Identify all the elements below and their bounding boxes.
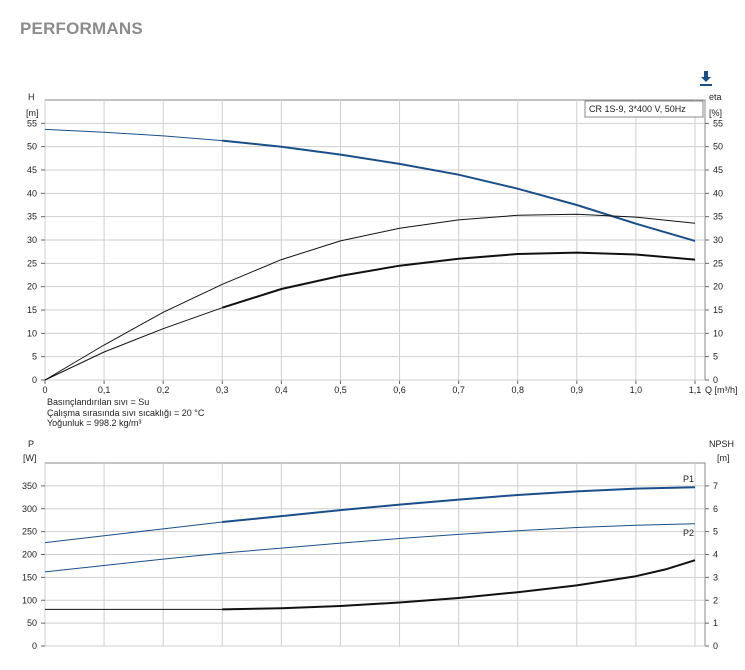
y-tick-label-right: 3 [713,572,718,582]
x-tick-label: 0,3 [216,385,229,395]
y-tick-label-right: 20 [713,282,723,292]
x-tick-label: 1,1 [689,385,702,395]
y-tick-label-left: 55 [27,118,37,128]
y-tick-label-right: 35 [713,212,723,222]
y-tick-label-right: 55 [713,118,723,128]
npsh-curve [45,559,696,610]
x-tick-label: 0,9 [571,385,584,395]
y-tick-label-left: 10 [27,328,37,338]
head-efficiency-chart: 0 0,1 0,2 0,3 0,4 0,5 0,6 0,7 0,8 0,9 1,0 1,10 05 510… [26,92,738,395]
download-arrow-icon[interactable] [698,70,714,88]
y-tick-label-left: 5 [32,352,37,362]
y-axis-unit-right: [%] [709,108,722,118]
head-operating-curve [222,139,696,242]
x-tick-label: 0 [42,385,47,395]
x-tick-label: 0,7 [452,385,465,395]
x-tick-label: 0,4 [275,385,288,395]
page-title: PERFORMANS [20,19,143,38]
efficiency-total-curve [44,213,696,381]
power-p2-label: P2 [683,528,694,538]
y-tick-label-right: 30 [713,235,723,245]
y-tick-label-left: 300 [22,504,37,514]
legend-label: CR 1S-9, 3*400 V, 50Hz [589,104,686,114]
power-p1-curve [44,486,696,544]
power-p1-label: P1 [683,474,694,484]
x-tick-label: 0,2 [157,385,170,395]
y-tick-label-right: 45 [713,165,723,175]
y-tick-label-right: 25 [713,258,723,268]
fluid-temperature: Çalışma sırasında sıvı sıcaklığı = 20 °C [47,407,205,418]
y-axis-unit-left: [m] [26,108,39,118]
y-tick-label-left: 150 [22,572,37,582]
y-tick-label-left: 250 [22,527,37,537]
x-tick-label: 0,6 [393,385,406,395]
fluid-density: Yoğunluk = 998.2 kg/m³ [47,418,142,428]
y-tick-label-left: 100 [22,595,37,605]
fluid-liquid: Basınçlandırılan sıvı = Su [47,397,150,407]
y-tick-label-left: 40 [27,188,37,198]
y-tick-label-right: 2 [713,595,718,605]
y-tick-label-right: 0 [713,641,718,651]
y-tick-label-right: 0 [713,375,718,385]
y-tick-label-right: 5 [713,527,718,537]
fluid-info: Basınçlandırılan sıvı = Su Çalışma sıras… [47,397,204,429]
y-tick-label-right: 50 [713,142,723,152]
legend: CR 1S-9, 3*400 V, 50Hz [584,100,704,118]
power-npsh-chart: 0 50 100 150 200 250 300 350 0 1 2 3 4 5 6 7 P [W] NPSH [m]… [22,439,734,651]
y-tick-label-left: 35 [27,212,37,222]
x-tick-label: 0,5 [334,385,347,395]
y-tick-label-left: 25 [27,258,37,268]
efficiency-pump-operating-curve [221,251,696,309]
y-tick-label-left: 50 [27,618,37,628]
y-tick-label-right: 1 [713,618,718,628]
y-axis-label-right: eta [709,92,722,102]
y-tick-label-right: 7 [713,481,718,491]
y-tick-label-right: 5 [713,352,718,362]
y-tick-label-left: 50 [27,142,37,152]
y-tick-label-left: 30 [27,235,37,245]
y-axis-label-left: P [28,439,34,449]
x-tick-label: 1,0 [630,385,643,395]
y-tick-label-left: 0 [32,375,37,385]
head-curve [44,128,696,242]
y-tick-label-left: 20 [27,282,37,292]
y-tick-label-left: 45 [27,165,37,175]
y-tick-label-right: 6 [713,504,718,514]
x-axis-label: Q [m³/h] [705,385,738,395]
x-tick-label: 0,1 [98,385,111,395]
y-tick-label-left: 200 [22,550,37,560]
y-tick-label-right: 40 [713,188,723,198]
y-tick-label-right: 4 [713,550,718,560]
y-tick-label-left: 15 [27,305,37,315]
y-tick-label-left: 350 [22,481,37,491]
npsh-operating-curve [222,559,696,611]
y-tick-label-right: 15 [713,305,723,315]
y-axis-label-left: H [28,92,35,102]
y-axis-label-right: NPSH [709,439,734,449]
y-tick-label-left: 0 [32,641,37,651]
x-tick-label: 0,8 [511,385,524,395]
y-axis-unit-left: [W] [23,453,37,463]
y-tick-label-right: 10 [713,328,723,338]
power-p2-curve [44,523,696,573]
power-p1-operating-curve [222,486,696,523]
legend-box [584,100,704,118]
y-axis-unit-right: [m] [717,453,730,463]
